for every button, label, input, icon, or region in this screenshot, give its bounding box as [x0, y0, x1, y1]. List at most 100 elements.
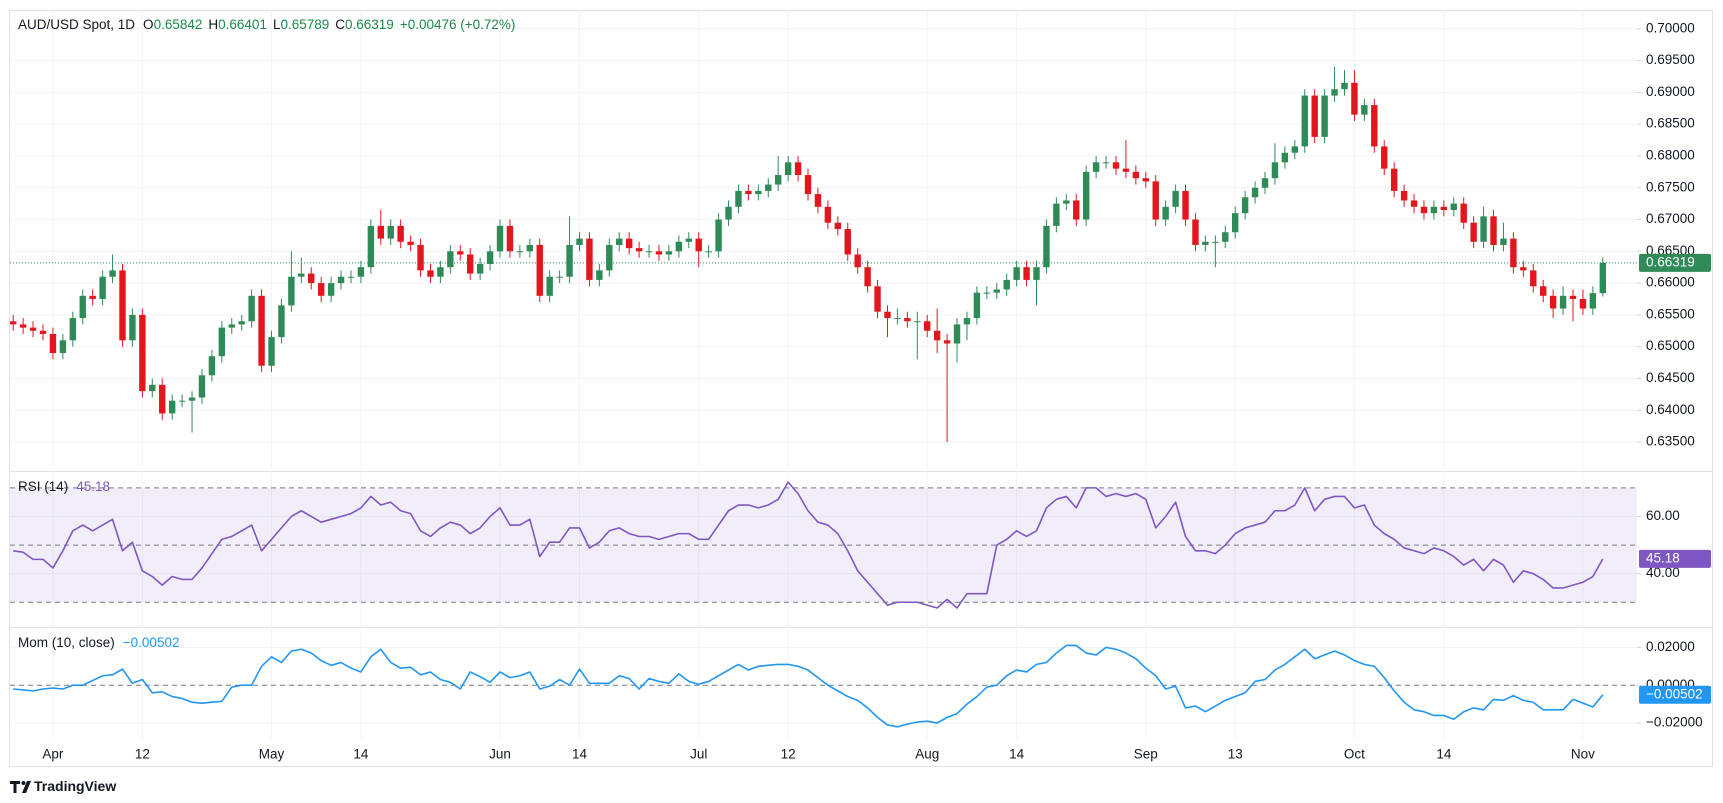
candle-body	[377, 225, 384, 239]
last-value-label: 45.18	[1646, 550, 1680, 565]
pane-title: RSI (14)	[18, 479, 68, 494]
candle-body	[1013, 267, 1020, 280]
candle-body	[1301, 95, 1308, 147]
candle-body	[1291, 146, 1299, 153]
candle-body	[635, 248, 643, 252]
y-tick-label: 0.65000	[1646, 338, 1695, 353]
candle-body	[168, 400, 176, 414]
candle-body	[1410, 200, 1418, 207]
indicator-value: 45.18	[76, 479, 110, 494]
candle-body	[1192, 219, 1199, 245]
candle-body	[606, 244, 613, 271]
candle-body	[824, 206, 832, 223]
last-value-tag	[1639, 549, 1711, 568]
ohlc-value: 0.66401	[218, 17, 267, 32]
candle-body	[1520, 267, 1527, 271]
y-tick-label: 0.64000	[1646, 402, 1695, 417]
candle-body	[367, 225, 375, 268]
logo-mark	[21, 781, 26, 785]
candle-body	[1172, 190, 1179, 207]
y-tick-label: 0.66000	[1646, 275, 1695, 290]
candle-body	[735, 190, 742, 207]
candle-body	[1599, 262, 1606, 294]
candle-body	[576, 238, 583, 245]
labels-layer: Apr 12 May 14 Jun 14 Jul 12 Aug 14 Sep 13 Oct 14 Nov 0.…	[18, 17, 1711, 762]
candle-body	[1212, 241, 1219, 243]
candle-body	[228, 324, 235, 328]
candle-body	[208, 356, 216, 376]
candle-body	[685, 238, 692, 242]
candle-body	[19, 324, 27, 328]
candle-body	[695, 238, 702, 252]
ohlc-value: 0.66319	[345, 17, 394, 32]
candle-body	[536, 244, 543, 296]
candle-body	[655, 251, 663, 255]
candle-body	[447, 251, 454, 268]
candle-body	[1112, 162, 1120, 169]
candle-body	[864, 267, 871, 287]
candle-body	[129, 314, 136, 341]
candle-body	[556, 276, 563, 278]
candle-body	[1073, 200, 1080, 220]
candle-body	[1082, 171, 1090, 220]
candle-body	[1321, 95, 1328, 137]
candle-body	[476, 264, 484, 274]
candle-body	[705, 251, 712, 253]
candle-body	[1132, 171, 1140, 179]
y-tick-label: 0.70000	[1646, 20, 1695, 35]
change-label: +0.00476 (+0.72%)	[400, 17, 516, 32]
x-tick-label: 14	[572, 747, 588, 762]
candle-body	[1053, 203, 1060, 226]
candle-body	[1539, 286, 1547, 296]
candle-body	[596, 270, 603, 280]
last-value-tag	[1639, 685, 1711, 704]
candle-body	[1450, 203, 1457, 210]
candle-body	[784, 162, 792, 176]
candle-body	[149, 384, 156, 392]
x-tick-label: Nov	[1571, 747, 1595, 762]
candle-body	[109, 270, 116, 277]
candle-body	[1331, 89, 1338, 96]
candle-body	[1281, 152, 1289, 163]
candle-body	[1460, 203, 1467, 223]
logo-mark	[10, 781, 20, 793]
candle-body	[844, 229, 851, 255]
y-tick-label: 0.63500	[1646, 434, 1695, 449]
candle-body	[1232, 213, 1239, 233]
pane-header: RSI (14) 45.18	[18, 479, 110, 494]
ohlc-value: 0.65789	[280, 17, 329, 32]
x-tick-label: Jun	[489, 747, 511, 762]
grid-layer	[10, 11, 1641, 738]
candle-body	[1023, 267, 1030, 280]
candle-body	[407, 241, 414, 245]
marks-layer	[10, 66, 1606, 728]
candle-body	[963, 318, 971, 325]
candle-body	[1440, 206, 1448, 210]
candle-body	[1430, 206, 1438, 214]
candle-body	[59, 340, 67, 354]
last-value-label: 0.66319	[1646, 254, 1695, 269]
ohlc-letter: O	[143, 17, 154, 32]
candle-body	[953, 324, 961, 344]
candle-body	[1182, 190, 1189, 220]
y-tick-label: 0.64500	[1646, 370, 1695, 385]
candle-body	[745, 190, 752, 195]
candle-body	[486, 251, 494, 265]
candle-body	[874, 286, 881, 312]
candle-body	[765, 184, 772, 191]
candle-body	[1420, 206, 1428, 214]
x-tick-label: May	[259, 747, 285, 762]
candle-body	[675, 241, 683, 252]
candle-body	[933, 330, 941, 341]
candle-body	[993, 289, 1000, 293]
candle-body	[1569, 295, 1577, 299]
y-tick-label: 0.69000	[1646, 84, 1695, 99]
candle-body	[1390, 168, 1398, 191]
x-tick-label: Aug	[915, 747, 939, 762]
y-tick-label: 0.69500	[1646, 52, 1695, 67]
ohlc-letter: C	[335, 17, 345, 32]
candle-body	[814, 194, 822, 207]
candle-body	[79, 295, 86, 319]
candle-body	[39, 330, 47, 334]
candle-body	[427, 270, 434, 277]
